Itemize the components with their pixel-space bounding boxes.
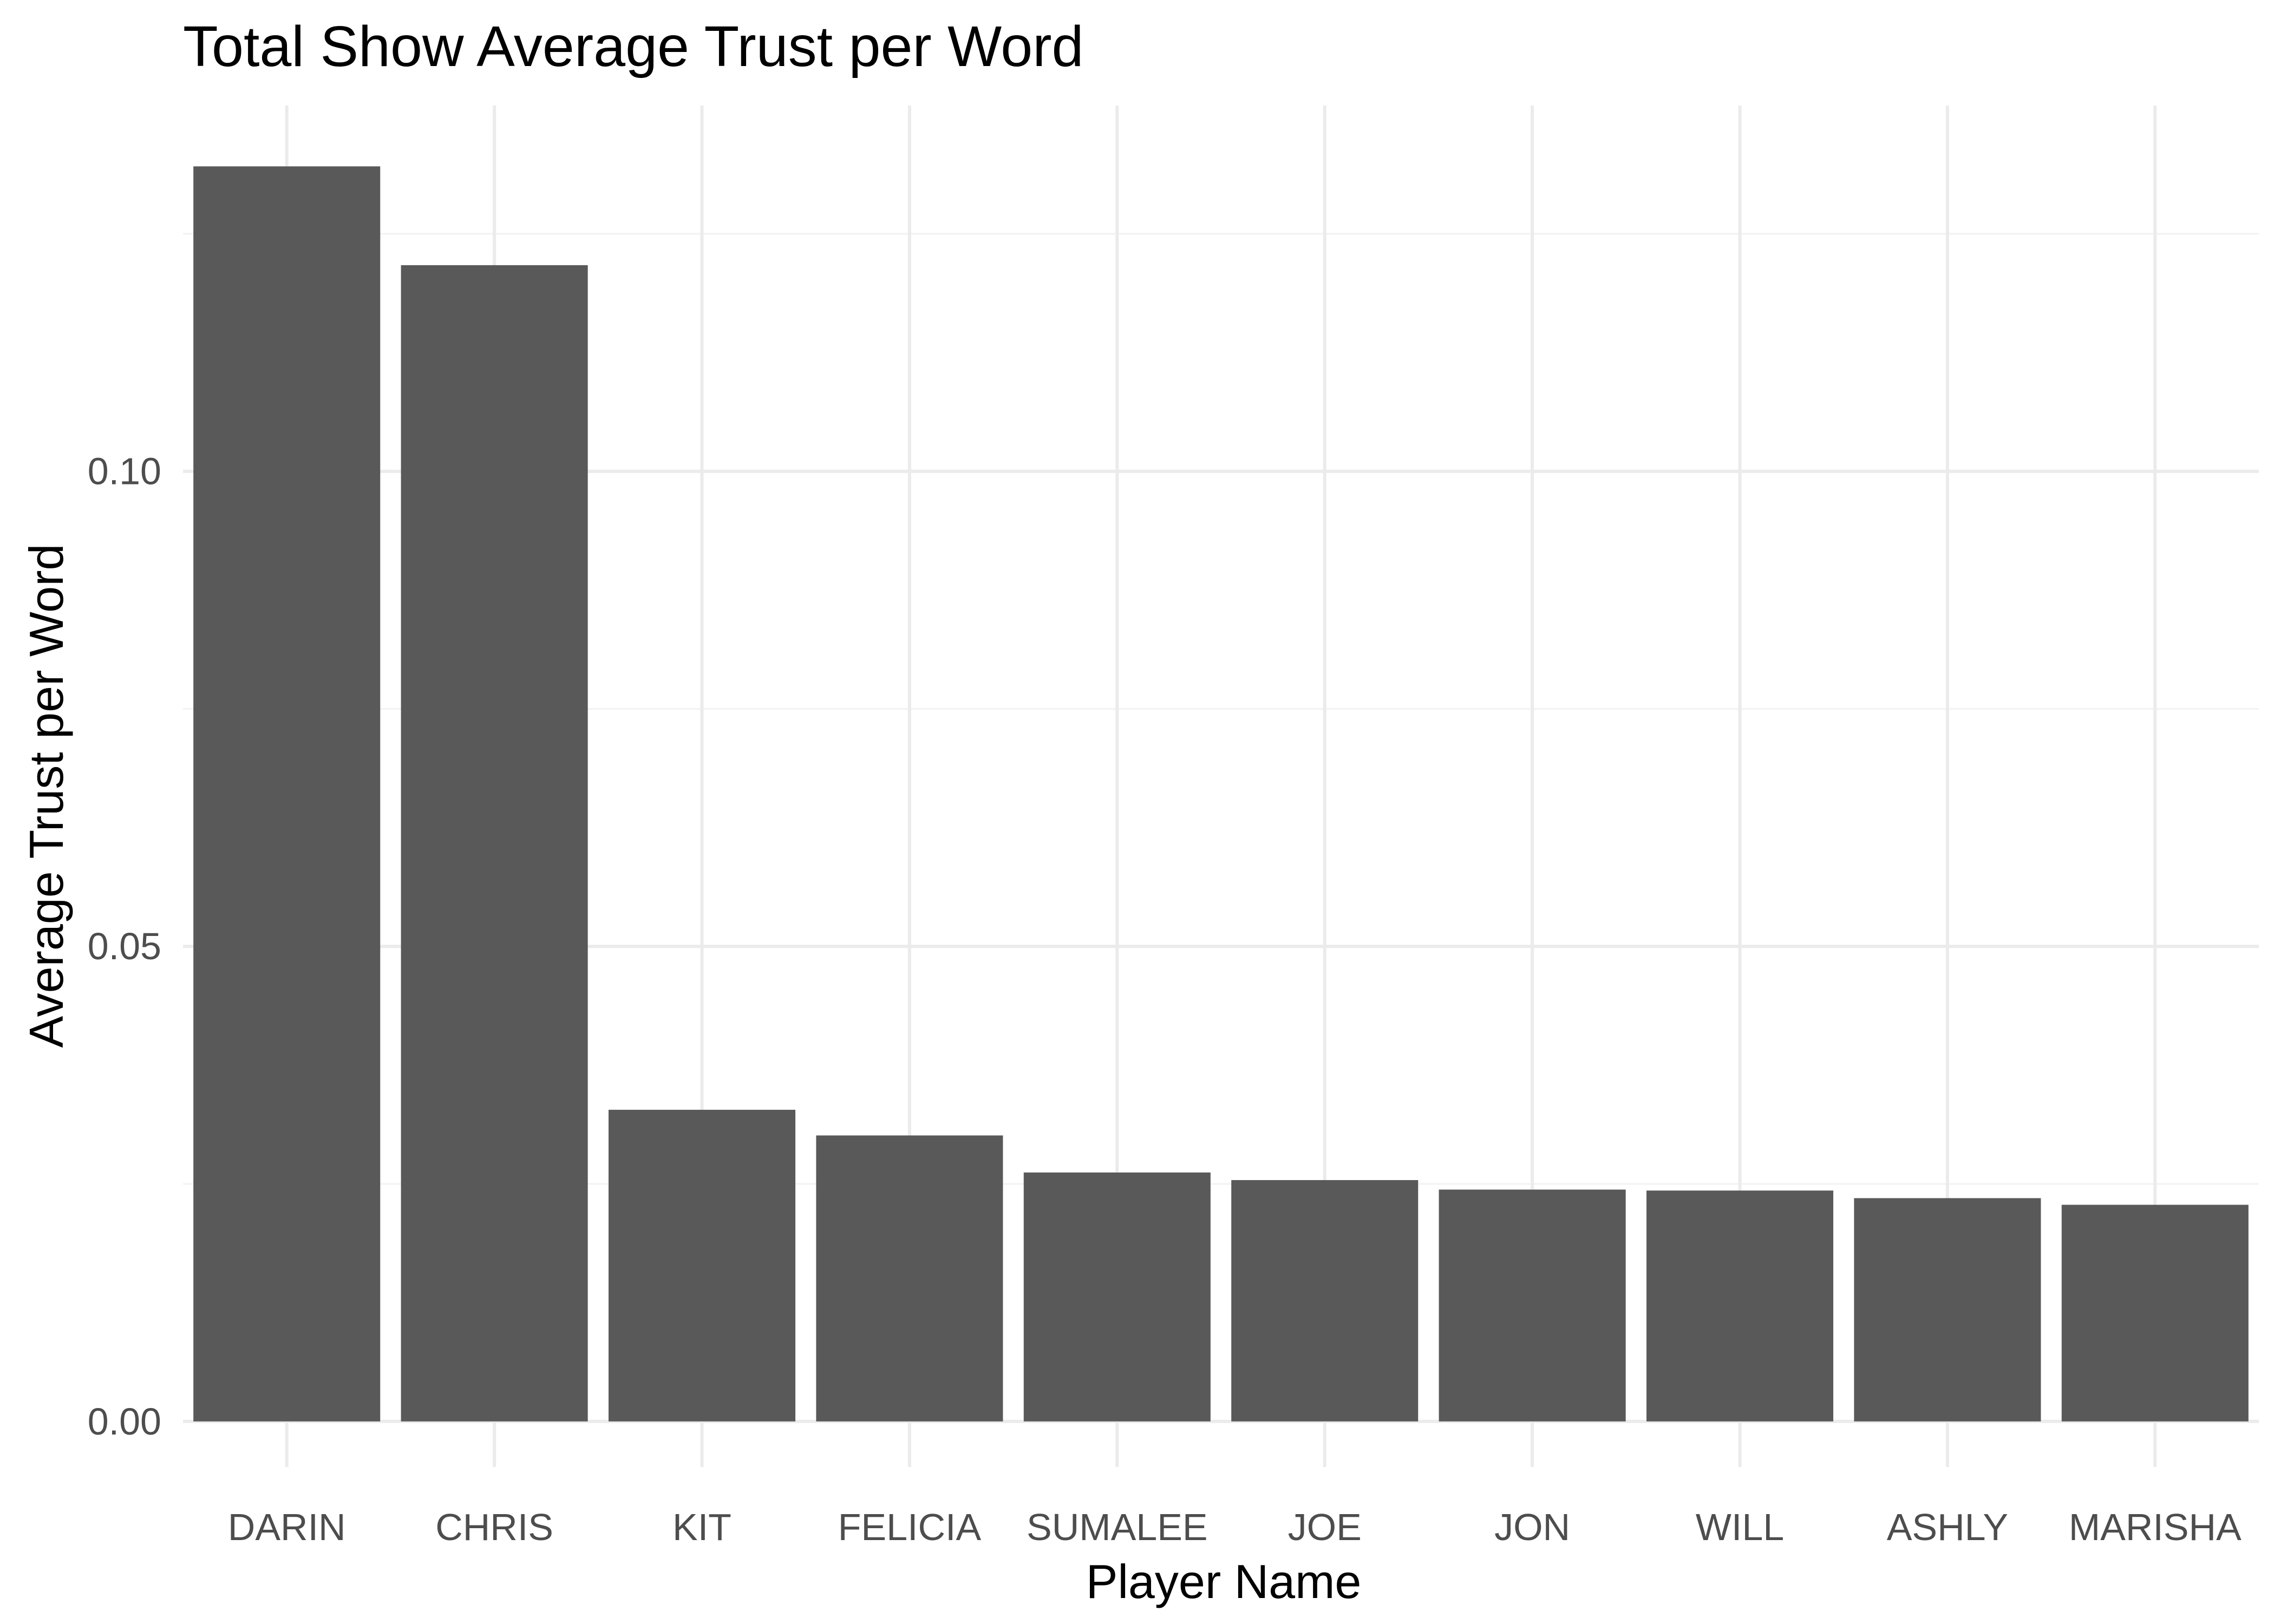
bar-marisha	[2061, 1204, 2249, 1422]
x-axis-title: Player Name	[1086, 1555, 1362, 1608]
bar-felicia	[816, 1135, 1003, 1422]
bar-will	[1646, 1190, 1834, 1422]
x-tick-label: SUMALEE	[1027, 1506, 1208, 1548]
x-tick-label: MARISHA	[2069, 1506, 2242, 1548]
x-axis-tick-labels: DARIN CHRIS KIT FELICIA SUMALEE JOE JON WILL ASH…	[228, 1506, 2242, 1548]
chart-title: Total Show Average Trust per Word	[183, 15, 1084, 78]
y-axis-title: Average Trust per Word	[19, 544, 73, 1048]
x-tick-label: KIT	[672, 1506, 731, 1548]
bar-chris	[401, 265, 588, 1422]
x-tick-label: CHRIS	[435, 1506, 553, 1548]
bar-kit	[608, 1110, 796, 1422]
x-tick-label: FELICIA	[838, 1506, 982, 1548]
x-tick-label: JOE	[1288, 1506, 1362, 1548]
x-tick-label: DARIN	[228, 1506, 346, 1548]
y-tick-label: 0.00	[88, 1400, 161, 1443]
x-tick-label: ASHLY	[1887, 1506, 2008, 1548]
bars	[193, 166, 2249, 1422]
x-tick-label: JON	[1494, 1506, 1570, 1548]
bar-ashly	[1854, 1198, 2041, 1422]
bar-jon	[1439, 1189, 1626, 1422]
bar-sumalee	[1023, 1172, 1211, 1422]
y-axis-tick-labels: 0.00 0.05 0.10	[88, 450, 161, 1443]
bar-joe	[1231, 1180, 1419, 1422]
x-tick-label: WILL	[1696, 1506, 1784, 1548]
y-tick-label: 0.10	[88, 450, 161, 493]
y-tick-label: 0.05	[88, 925, 161, 967]
bar-darin	[193, 166, 381, 1422]
